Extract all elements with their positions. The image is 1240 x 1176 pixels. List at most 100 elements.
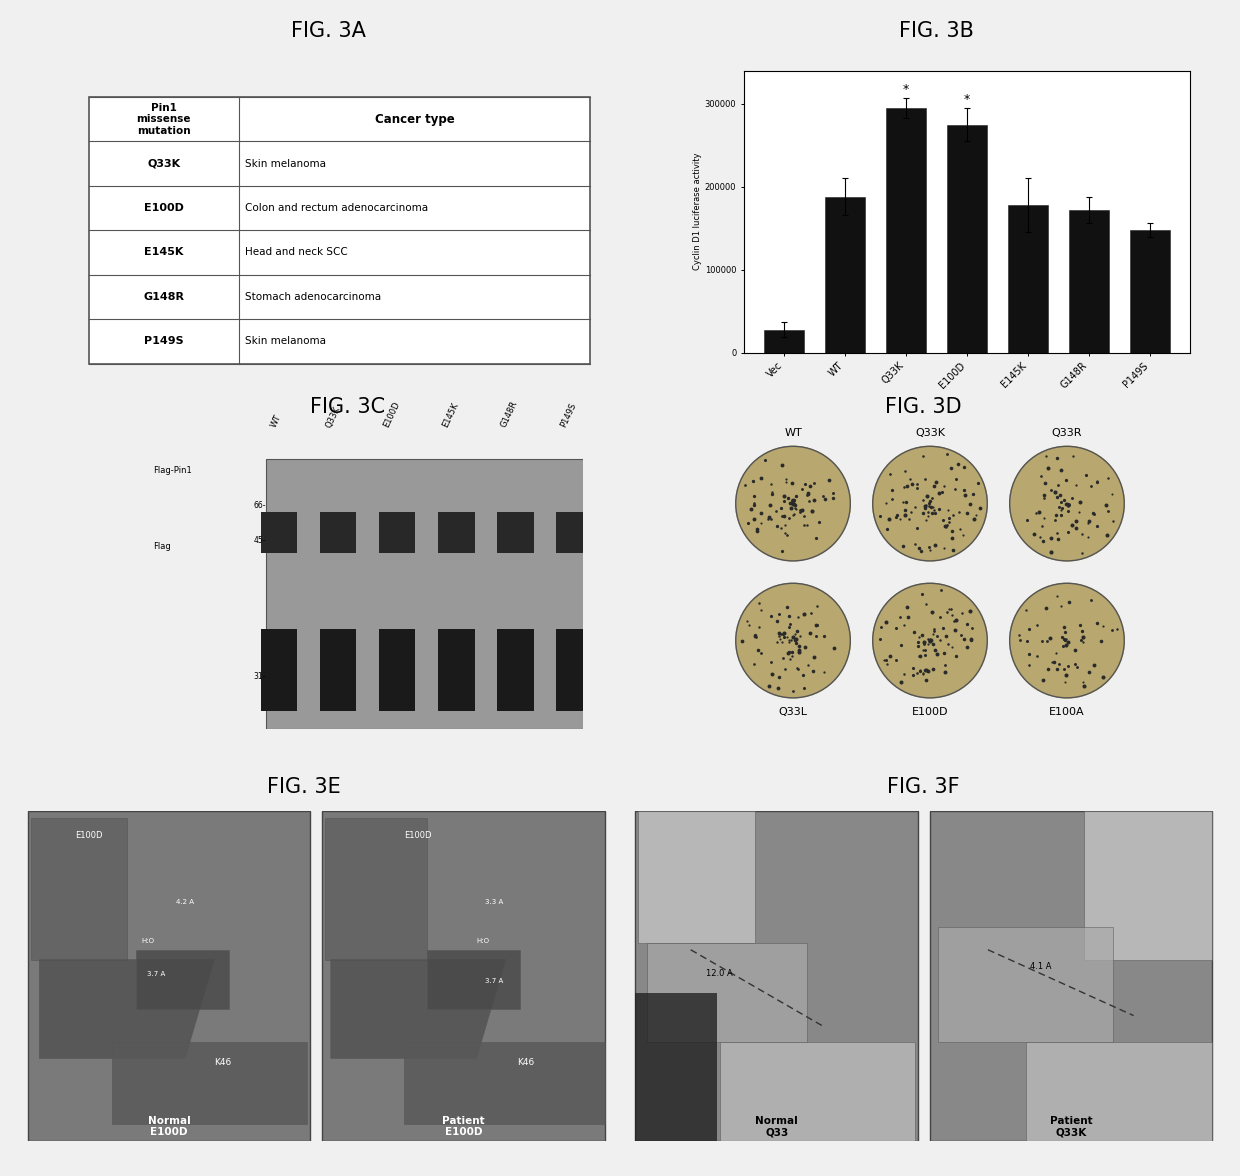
Text: FIG. 3A: FIG. 3A <box>291 21 366 41</box>
Text: FIG. 3E: FIG. 3E <box>267 777 341 797</box>
Text: 3.7 A: 3.7 A <box>485 977 503 983</box>
Text: *: * <box>963 93 971 106</box>
Polygon shape <box>1084 811 1213 960</box>
Bar <box>438 629 475 711</box>
Bar <box>260 512 298 553</box>
Polygon shape <box>939 927 1114 1042</box>
Bar <box>635 811 918 1141</box>
Text: Q33K: Q33K <box>325 405 342 429</box>
Text: Q33R: Q33R <box>1052 428 1083 437</box>
Text: Patient
E100D: Patient E100D <box>441 1116 485 1137</box>
Text: FIG. 3D: FIG. 3D <box>885 397 962 417</box>
Text: Q33K: Q33K <box>148 159 180 168</box>
Polygon shape <box>40 960 215 1058</box>
Bar <box>378 629 415 711</box>
Text: G148R: G148R <box>144 292 185 302</box>
Text: Skin melanoma: Skin melanoma <box>246 159 326 168</box>
Bar <box>947 125 987 353</box>
Bar <box>1131 230 1171 353</box>
Text: E100D: E100D <box>76 830 103 840</box>
Bar <box>89 96 590 363</box>
Bar <box>887 108 926 353</box>
Polygon shape <box>325 818 427 960</box>
Polygon shape <box>427 950 521 1009</box>
Bar <box>1069 211 1109 353</box>
Text: WT: WT <box>269 414 283 429</box>
Polygon shape <box>31 818 126 960</box>
Bar <box>497 629 533 711</box>
Text: 4.2 A: 4.2 A <box>176 898 195 904</box>
Text: WT: WT <box>784 428 802 437</box>
Text: G148R: G148R <box>500 400 520 429</box>
Text: 3.3 A: 3.3 A <box>485 898 503 904</box>
Bar <box>438 512 475 553</box>
Text: Cancer type: Cancer type <box>374 113 454 126</box>
Bar <box>260 629 298 711</box>
Bar <box>930 811 1213 1141</box>
Polygon shape <box>112 1042 308 1124</box>
Text: 4.1 A: 4.1 A <box>1029 962 1052 971</box>
Text: P149S: P149S <box>144 336 184 347</box>
Text: Skin melanoma: Skin melanoma <box>246 336 326 347</box>
Bar <box>322 811 605 1141</box>
Text: 12.0 A: 12.0 A <box>707 969 733 978</box>
Text: 66-: 66- <box>253 501 267 510</box>
Text: 3.7 A: 3.7 A <box>148 971 165 977</box>
Polygon shape <box>135 950 229 1009</box>
Text: Q33L: Q33L <box>779 707 807 716</box>
Polygon shape <box>331 960 506 1058</box>
Circle shape <box>873 583 987 697</box>
Text: H:O: H:O <box>141 938 154 944</box>
Text: Colon and rectum adenocarcinoma: Colon and rectum adenocarcinoma <box>246 203 428 213</box>
Bar <box>764 329 804 353</box>
Circle shape <box>735 447 851 561</box>
Bar <box>320 512 356 553</box>
Bar <box>267 459 588 729</box>
Bar <box>635 993 717 1141</box>
Text: FIG. 3C: FIG. 3C <box>310 397 384 417</box>
Bar <box>497 512 533 553</box>
Text: Normal
E100D: Normal E100D <box>148 1116 191 1137</box>
Text: Normal
Q33: Normal Q33 <box>755 1116 799 1137</box>
Text: E145K: E145K <box>441 401 460 429</box>
Circle shape <box>735 583 851 697</box>
Text: E100D: E100D <box>404 830 432 840</box>
Circle shape <box>1009 583 1125 697</box>
Circle shape <box>873 447 987 561</box>
Bar <box>826 196 866 353</box>
Text: *: * <box>903 83 909 96</box>
Text: K46: K46 <box>517 1058 534 1067</box>
Text: 31-: 31- <box>254 671 267 681</box>
Text: P149S: P149S <box>559 402 578 429</box>
Bar <box>556 512 593 553</box>
Text: Head and neck SCC: Head and neck SCC <box>246 247 347 258</box>
Text: H:O: H:O <box>476 938 490 944</box>
Bar <box>378 512 415 553</box>
Text: E100A: E100A <box>1049 707 1085 716</box>
Polygon shape <box>719 1042 915 1141</box>
Text: FIG. 3F: FIG. 3F <box>888 777 960 797</box>
Text: K46: K46 <box>215 1058 232 1067</box>
Text: FIG. 3B: FIG. 3B <box>899 21 973 41</box>
Text: 45-: 45- <box>253 536 267 546</box>
Polygon shape <box>639 811 755 943</box>
Y-axis label: Cyclin D1 luciferase activity: Cyclin D1 luciferase activity <box>693 153 702 270</box>
Bar <box>320 629 356 711</box>
Bar <box>556 629 593 711</box>
Circle shape <box>1009 447 1125 561</box>
Bar <box>1008 205 1048 353</box>
Polygon shape <box>1025 1042 1213 1141</box>
Text: Stomach adenocarcinoma: Stomach adenocarcinoma <box>246 292 381 302</box>
Text: E100D: E100D <box>911 707 949 716</box>
Text: Q33K: Q33K <box>915 428 945 437</box>
Text: E100D: E100D <box>144 203 184 213</box>
Text: Patient
Q33K: Patient Q33K <box>1049 1116 1092 1137</box>
Polygon shape <box>647 943 807 1042</box>
Text: Flag: Flag <box>153 542 171 552</box>
Text: Pin1
missense
mutation: Pin1 missense mutation <box>136 102 191 135</box>
Polygon shape <box>404 1042 605 1124</box>
Text: Flag-Pin1: Flag-Pin1 <box>153 466 192 475</box>
Bar <box>27 811 310 1141</box>
Text: E100D: E100D <box>382 401 402 429</box>
Text: E145K: E145K <box>144 247 184 258</box>
